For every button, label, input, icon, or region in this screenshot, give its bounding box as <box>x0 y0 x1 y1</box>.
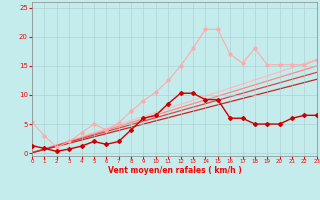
X-axis label: Vent moyen/en rafales ( km/h ): Vent moyen/en rafales ( km/h ) <box>108 166 241 175</box>
